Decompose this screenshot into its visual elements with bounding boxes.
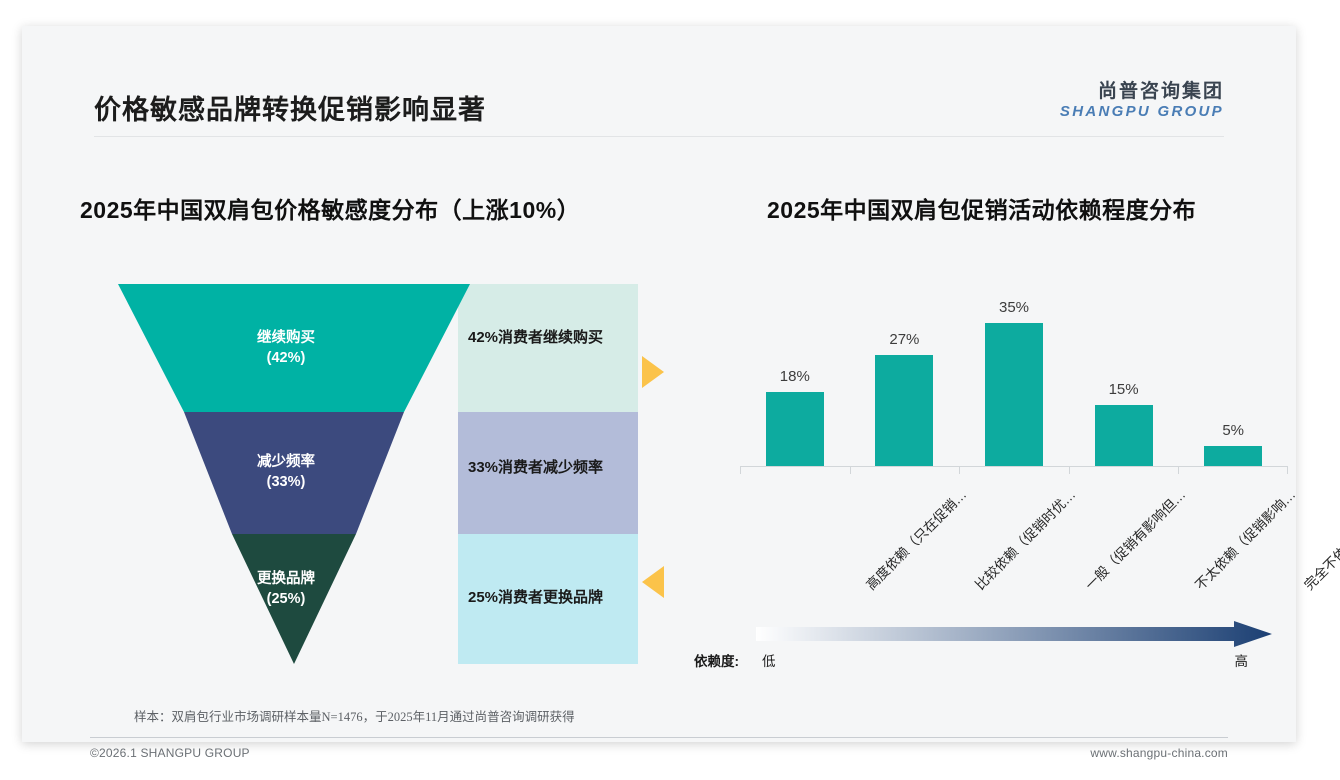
funnel-side-panel — [458, 284, 638, 412]
funnel-stage — [232, 534, 356, 664]
footer-divider — [90, 737, 1228, 738]
triangle-left-icon — [642, 566, 664, 598]
category-label: 高度依赖（只在促销… — [863, 486, 970, 593]
funnel-stage-value: (33%) — [266, 474, 306, 490]
funnel-chart: 继续购买 (42%) 42%消费者继续购买减少频率 (33%) 33%消费者减少频率更换… — [118, 284, 638, 664]
bar — [1094, 404, 1153, 466]
funnel-stage-label: 继续购买 (42%) — [226, 328, 346, 368]
funnel-side-text: 42%消费者继续购买 — [468, 329, 604, 346]
funnel-stage — [118, 284, 470, 412]
bar-value-label: 35% — [998, 298, 1030, 316]
dependency-gradient-legend: 依赖度: 低 高 — [694, 621, 1274, 671]
funnel-stage-label: 减少频率 (33%) — [226, 452, 346, 492]
axis-tick — [959, 467, 961, 474]
funnel-side-panel — [458, 534, 638, 664]
logo-english-text: SHANGPU GROUP — [1059, 102, 1224, 120]
funnel-side-text: 25%消费者更换品牌 — [468, 589, 604, 606]
triangle-right-icon — [642, 356, 664, 388]
axis-tick — [1068, 467, 1070, 474]
category-label: 比较依赖（促销时优… — [972, 486, 1079, 593]
funnel-stage — [184, 412, 404, 534]
bar-plot-area: 18% 27% 35% 15% 5% — [740, 288, 1288, 466]
gradient-arrow-shape — [756, 621, 1272, 647]
bar — [985, 322, 1043, 466]
page-title: 价格敏感品牌转换促销影响显著 — [94, 95, 486, 125]
footer-copyright: ©2026.1 SHANGPU GROUP — [90, 746, 250, 760]
funnel-svg — [118, 284, 638, 664]
bar — [875, 355, 934, 466]
dependency-bar-chart: 18% 27% 35% 15% 5% 高度依赖（只在促销… 比较依赖（促销时优… 一般（促销… — [740, 288, 1340, 618]
gradient-arrow-icon — [756, 621, 1272, 647]
bar-value-label: 15% — [1108, 380, 1139, 398]
funnel-stage-value: (42%) — [266, 350, 306, 366]
x-axis-line — [740, 466, 1288, 467]
logo-chinese-text: 尚普咨询集团 — [1097, 81, 1224, 102]
legend-low-label: 低 — [762, 654, 776, 669]
slide-header: 价格敏感品牌转换促销影响显著 尚普咨询集团 SHANGPU GROUP — [22, 26, 1296, 137]
funnel-side-text: 33%消费者减少频率 — [468, 459, 604, 476]
axis-tick — [849, 467, 851, 474]
right-chart-title: 2025年中国双肩包促销活动依赖程度分布 — [767, 197, 1197, 223]
header-divider — [94, 136, 1224, 137]
funnel-stage-name: 更换品牌 — [257, 571, 315, 587]
bar-value-label: 27% — [889, 331, 920, 349]
left-chart-title: 2025年中国双肩包价格敏感度分布（上涨10%） — [80, 197, 581, 223]
axis-tick — [1178, 467, 1180, 474]
axis-tick — [740, 467, 741, 474]
category-label: 完全不依赖（按需购… — [1301, 486, 1340, 593]
axis-tick — [1287, 467, 1288, 474]
brand-logo: 尚普咨询集团 SHANGPU GROUP — [1059, 81, 1224, 122]
bar — [765, 392, 824, 466]
category-label: 不太依赖（促销影响… — [1191, 486, 1299, 593]
legend-high-label: 高 — [1234, 654, 1249, 669]
footer-website: www.shangpu-china.com — [1090, 746, 1228, 760]
category-label: 一般（促销有影响但… — [1082, 486, 1189, 593]
legend-caption: 依赖度: — [694, 654, 739, 669]
bar — [1204, 445, 1263, 466]
bar-value-label: 18% — [779, 368, 810, 386]
funnel-stage-value: (25%) — [266, 591, 306, 607]
funnel-side-panel — [458, 412, 638, 534]
sample-footnote: 样本：双肩包行业市场调研样本量N=1476，于2025年11月通过尚普咨询调研获… — [134, 710, 575, 724]
funnel-stage-name: 减少频率 — [257, 454, 315, 470]
funnel-stage-name: 继续购买 — [257, 330, 315, 346]
bar-value-label: 5% — [1222, 421, 1245, 439]
funnel-stage-label: 更换品牌 (25%) — [226, 569, 346, 609]
